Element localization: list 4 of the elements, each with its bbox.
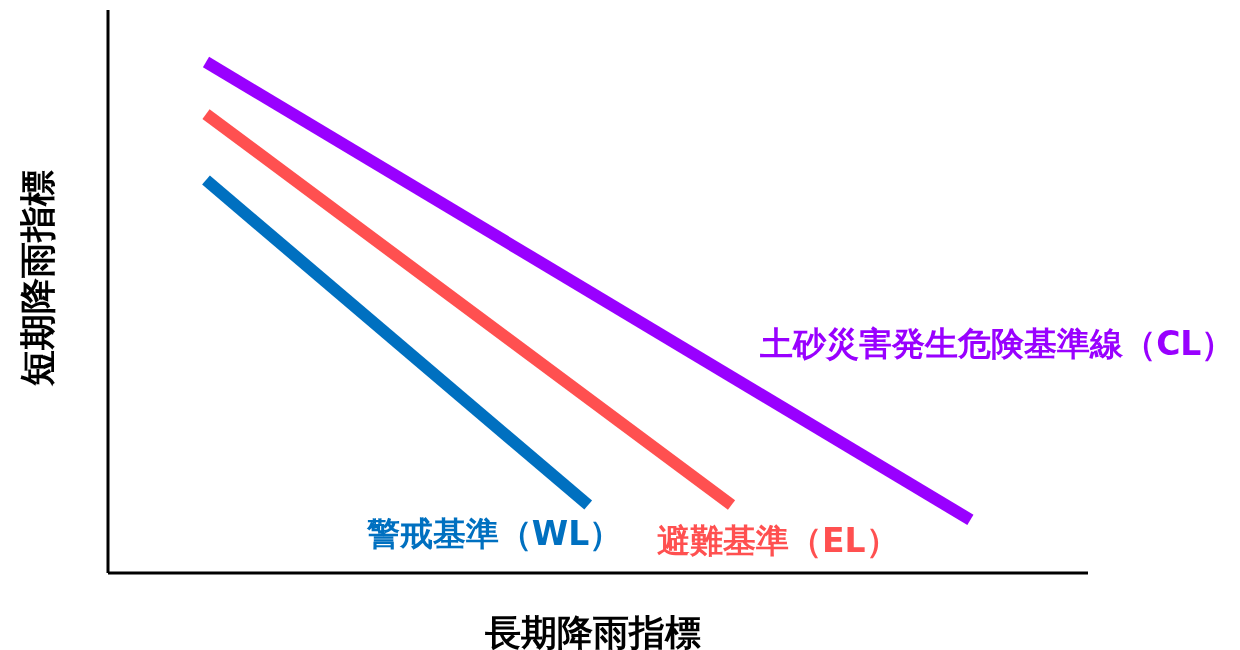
y-axis-title: 短期降雨指標 xyxy=(17,170,58,387)
series-label: 避難基準（EL） xyxy=(656,521,899,561)
series-label: 警戒基準（WL） xyxy=(365,514,623,554)
series-label: 土砂災害発生危険基準線（CL） xyxy=(759,323,1235,363)
